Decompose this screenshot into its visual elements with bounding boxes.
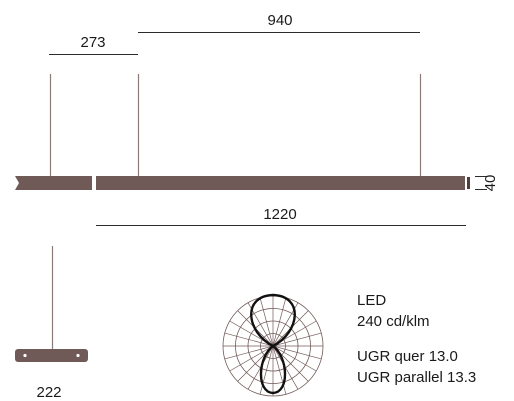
end-view-profile — [15, 349, 88, 362]
dimension-label-1220: 1220 — [263, 206, 296, 223]
spec-luminous-intensity: 240 cd/klm — [357, 313, 430, 330]
dimension-1220: 1220 — [96, 206, 466, 226]
dimension-label-940: 940 — [267, 12, 292, 29]
spec-ugr-cross: UGR quer 13.0 — [357, 348, 458, 365]
spec-light-source: LED — [357, 292, 387, 309]
dimension-40: 40 — [475, 175, 499, 192]
dimension-label-222: 222 — [36, 384, 61, 401]
spec-ugr-parallel: UGR parallel 13.3 — [357, 369, 477, 386]
suspension-wires — [49, 74, 422, 176]
end-view: 222 — [15, 246, 88, 401]
dimension-273: 273 — [49, 34, 138, 55]
end-view-screw-left — [23, 353, 27, 358]
dimension-label-273: 273 — [80, 34, 105, 51]
polar-light-distribution-diagram — [222, 293, 324, 397]
luminaire-bar-left-segment — [15, 176, 92, 190]
luminaire-bar-right-segment — [96, 176, 465, 190]
end-view-screw-right — [76, 353, 80, 358]
luminaire-end-cap — [467, 177, 470, 189]
dimension-940: 940 — [138, 12, 420, 33]
luminaire-bar — [15, 176, 470, 190]
dimension-label-40: 40 — [482, 175, 499, 192]
polar-curve-upper-lobe — [250, 293, 296, 348]
polar-curve-lower-lobe — [259, 344, 287, 395]
